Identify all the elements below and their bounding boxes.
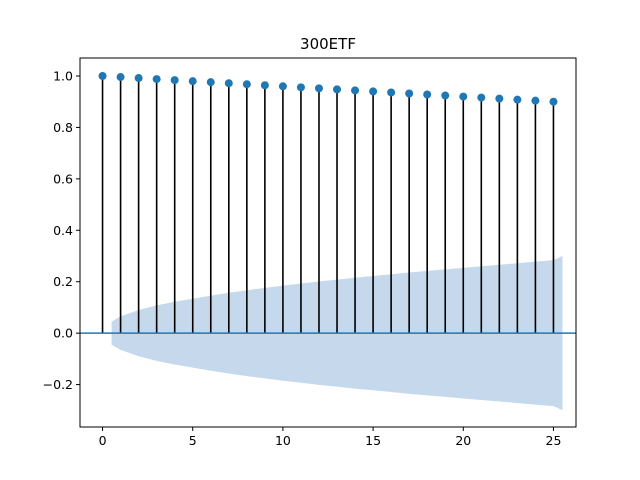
acf-point-5 — [188, 77, 197, 86]
acf-point-0 — [98, 72, 107, 80]
acf-point-4 — [170, 76, 179, 85]
acf-point-6 — [206, 78, 215, 87]
acf-point-18 — [423, 90, 432, 99]
y-tick-label-0: −0.2 — [43, 377, 73, 392]
acf-point-2 — [134, 74, 143, 83]
chart-title: 300ETF — [300, 35, 356, 53]
y-tick-label-4: 0.6 — [53, 171, 73, 186]
acf-point-8 — [242, 80, 251, 89]
y-tick-label-1: 0.0 — [53, 326, 73, 341]
acf-point-15 — [369, 87, 378, 96]
x-tick-label-15: 15 — [365, 433, 381, 448]
acf-point-25 — [549, 97, 558, 106]
x-tick-label-20: 20 — [455, 433, 471, 448]
acf-point-9 — [260, 81, 269, 90]
acf-point-14 — [351, 86, 360, 95]
x-tick-label-0: 0 — [99, 433, 107, 448]
acf-point-22 — [495, 94, 504, 103]
acf-point-13 — [333, 85, 342, 94]
acf-point-3 — [152, 75, 161, 84]
acf-point-10 — [278, 82, 287, 91]
y-tick-label-2: 0.2 — [53, 274, 73, 289]
x-tick-label-10: 10 — [275, 433, 291, 448]
plot-frame — [79, 57, 577, 428]
y-tick-label-3: 0.4 — [53, 223, 73, 238]
acf-point-1 — [116, 73, 125, 82]
acf-point-12 — [314, 84, 323, 93]
acf-point-7 — [224, 79, 233, 88]
acf-point-11 — [296, 83, 305, 92]
y-tick-label-6: 1.0 — [53, 69, 73, 84]
acf-point-23 — [513, 95, 522, 104]
x-tick-label-25: 25 — [546, 433, 562, 448]
x-tick-label-5: 5 — [189, 433, 197, 448]
acf-point-19 — [441, 91, 450, 100]
acf-point-24 — [531, 96, 540, 105]
acf-point-16 — [387, 88, 396, 97]
y-tick-label-5: 0.8 — [53, 120, 73, 135]
acf-point-20 — [459, 92, 468, 101]
acf-point-21 — [477, 93, 486, 102]
acf-point-17 — [405, 89, 414, 98]
